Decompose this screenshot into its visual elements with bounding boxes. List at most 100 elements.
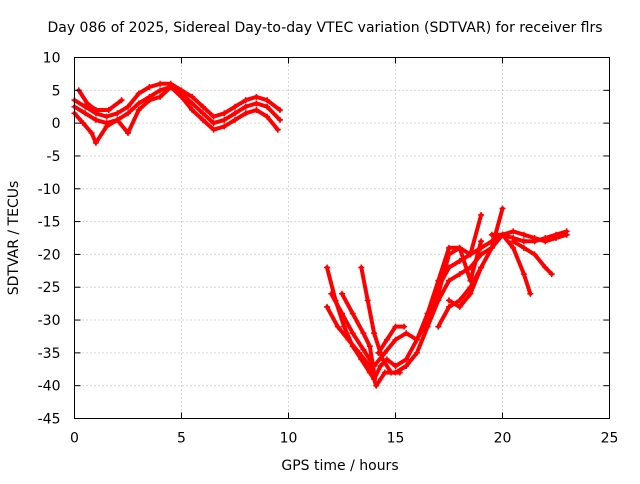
data-point	[189, 100, 196, 107]
data-point	[349, 310, 356, 317]
data-point	[105, 107, 112, 114]
data-point	[210, 126, 217, 133]
data-point	[446, 244, 452, 251]
data-point	[456, 271, 463, 278]
data-point	[456, 244, 463, 251]
data-point	[146, 97, 153, 104]
y-tick-label: 5	[52, 83, 61, 99]
data-point	[364, 297, 371, 304]
data-point	[114, 116, 121, 123]
data-point	[563, 231, 570, 238]
data-point	[84, 100, 91, 107]
data-point	[531, 251, 538, 258]
data-point	[339, 290, 345, 297]
data-point	[499, 205, 506, 212]
data-point	[103, 123, 110, 130]
data-point	[92, 116, 99, 123]
data-point	[349, 330, 356, 337]
data-point	[242, 110, 249, 117]
x-tick-label: 5	[177, 431, 186, 447]
data-point	[488, 244, 495, 251]
data-point	[232, 110, 238, 117]
data-point	[377, 362, 384, 369]
axes: 0 5 10 15 20 25 -45 -40 -35 -30 -25 -20 -15 -10 -5 0 5 10	[38, 51, 619, 447]
data-point	[264, 113, 271, 120]
data-point	[232, 116, 238, 123]
data-point	[383, 336, 390, 343]
data-point	[413, 336, 420, 343]
data-point	[146, 84, 153, 91]
data-point	[456, 303, 463, 310]
data-point	[80, 120, 87, 127]
data-point	[82, 103, 89, 110]
data-point	[157, 80, 164, 87]
data-point	[199, 103, 206, 110]
y-tick-label: -40	[38, 379, 61, 395]
chart-title: Day 086 of 2025, Sidereal Day-to-day VTE…	[47, 20, 602, 36]
data-point	[510, 238, 517, 245]
plot-frame	[74, 57, 610, 419]
data-point	[324, 264, 331, 271]
data-point	[221, 110, 228, 117]
data-point	[274, 126, 281, 133]
data-point	[478, 212, 485, 219]
x-tick-label: 25	[601, 431, 619, 447]
data-point	[253, 100, 260, 107]
data-point	[242, 97, 249, 104]
data-point	[435, 277, 442, 284]
y-tick-label: -15	[38, 215, 61, 231]
data-point	[92, 139, 99, 146]
x-tick-label: 15	[387, 431, 405, 447]
data-point	[210, 120, 217, 127]
data-point	[478, 238, 485, 245]
data-point	[339, 310, 345, 317]
data-point	[548, 271, 555, 278]
data-point	[371, 330, 378, 337]
y-tick-label: -30	[38, 313, 61, 329]
data-point	[125, 103, 131, 110]
x-tick-label: 10	[280, 431, 298, 447]
x-tick-label: 0	[70, 431, 79, 447]
data-point	[125, 129, 131, 136]
data-point	[403, 330, 410, 337]
data-point	[456, 297, 463, 304]
data-point	[366, 343, 373, 350]
data-point	[467, 290, 474, 297]
y-tick-label: 0	[52, 116, 61, 132]
data-point	[232, 103, 238, 110]
data-point	[341, 323, 348, 330]
y-tick-label: -10	[38, 182, 61, 198]
data-point	[379, 356, 386, 363]
data-point	[527, 290, 534, 297]
data-point	[189, 107, 196, 114]
data-point	[424, 310, 431, 317]
data-point	[221, 123, 228, 130]
data-point	[360, 346, 367, 353]
data-point	[253, 107, 260, 114]
data-point	[403, 362, 410, 369]
data-point	[531, 235, 538, 241]
data-point	[356, 349, 363, 356]
data-point	[242, 103, 249, 110]
data-point	[392, 323, 399, 330]
data-point	[135, 90, 142, 97]
data-point	[520, 238, 527, 245]
data-point	[542, 238, 549, 245]
data-point	[189, 93, 196, 100]
y-tick-label: -20	[38, 247, 61, 263]
data-point	[345, 336, 352, 343]
data-point	[135, 107, 142, 114]
data-point	[542, 264, 549, 271]
data-point	[488, 231, 495, 238]
data-point	[276, 116, 283, 123]
data-point	[253, 93, 260, 100]
data-point	[264, 97, 271, 104]
data-point	[435, 290, 442, 297]
x-tick-label: 20	[494, 431, 512, 447]
data-point	[92, 107, 99, 114]
data-point	[392, 336, 399, 343]
data-point	[478, 264, 485, 271]
data-point	[167, 84, 174, 91]
data-point	[157, 93, 164, 100]
data-point	[467, 251, 474, 258]
